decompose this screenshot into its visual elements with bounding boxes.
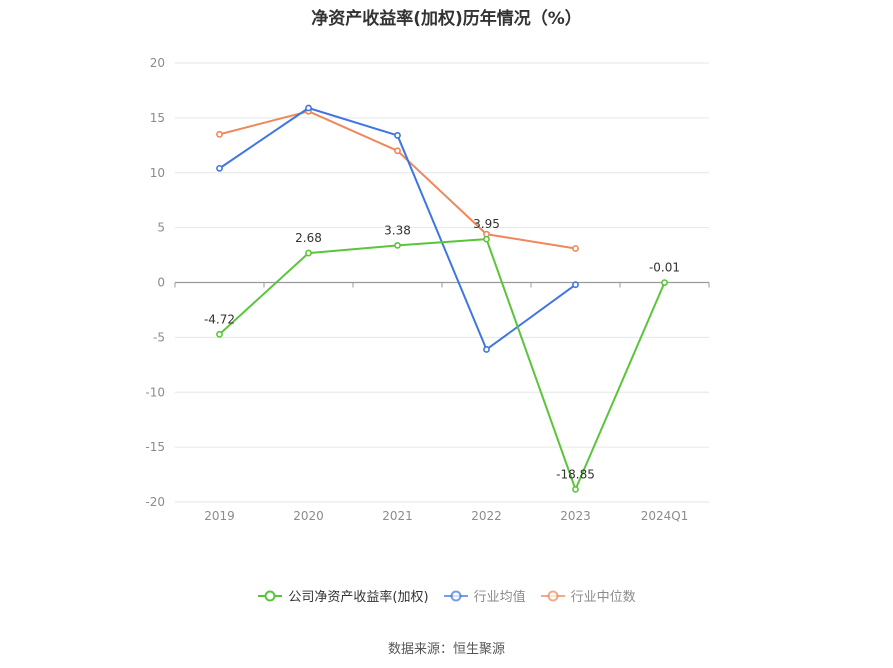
y-tick-label: -5: [153, 330, 165, 344]
data-point: [483, 346, 490, 353]
x-tick-label: 2023: [560, 509, 591, 523]
data-point: [572, 245, 579, 252]
y-tick-label: 15: [150, 111, 165, 125]
x-tick-label: 2021: [382, 509, 413, 523]
data-label: 2.68: [295, 231, 322, 245]
series: [216, 104, 668, 493]
legend-item[interactable]: 行业中位数: [540, 586, 636, 605]
y-tick-label: -15: [145, 440, 165, 454]
y-tick-label: -10: [145, 385, 165, 399]
legend-label: 行业中位数: [570, 590, 636, 605]
legend-item[interactable]: 行业均值: [443, 586, 526, 605]
data-point: [483, 235, 490, 243]
data-label: 3.38: [384, 223, 411, 237]
data-point: [572, 281, 579, 289]
legend-line-marker-icon: [443, 590, 468, 601]
data-point: [394, 132, 401, 139]
y-tick-label: 0: [157, 276, 165, 290]
source-note: 数据来源：恒生聚源: [387, 642, 505, 657]
series-line: [218, 238, 666, 491]
data-point: [216, 130, 223, 138]
axes: 20 15 10 5 0 -5 -10 -15 -20 2019 2020 2021 2022 2023 2…: [145, 56, 710, 523]
data-labels: -4.72 2.68 3.38 3.95 -18.85 -0.01: [204, 217, 680, 481]
data-point: [394, 242, 401, 249]
data-label: -18.85: [556, 467, 595, 481]
y-tick-label: -20: [145, 495, 165, 509]
legend-item[interactable]: 公司净资产收益率(加权): [257, 586, 429, 605]
data-point: [305, 104, 312, 112]
data-label: 3.95: [473, 217, 500, 231]
x-tick-label: 2024Q1: [641, 509, 689, 523]
data-point: [216, 164, 223, 172]
y-tick-label: 5: [157, 221, 165, 235]
data-point: [216, 330, 223, 338]
data-point: [572, 485, 579, 493]
data-point: [661, 279, 668, 287]
legend-line-marker-icon: [540, 590, 565, 601]
y-tick-label: 10: [150, 166, 165, 180]
chart-title: 净资产收益率(加权)历年情况（%）: [311, 9, 582, 29]
y-tick-label: 20: [150, 56, 165, 70]
data-label: -0.01: [649, 261, 680, 275]
legend-label: 行业均值: [473, 590, 526, 605]
legend-line-marker-icon: [258, 590, 283, 601]
data-point: [305, 249, 312, 257]
data-label: -4.72: [204, 312, 235, 326]
legend: 公司净资产收益率(加权) 行业均值 行业中位数: [0, 586, 893, 605]
legend-label: 公司净资产收益率(加权): [288, 590, 429, 605]
x-tick-label: 2022: [471, 509, 502, 523]
x-tick-label: 2019: [204, 509, 235, 523]
data-point: [394, 147, 401, 155]
x-tick-label: 2020: [293, 509, 324, 523]
